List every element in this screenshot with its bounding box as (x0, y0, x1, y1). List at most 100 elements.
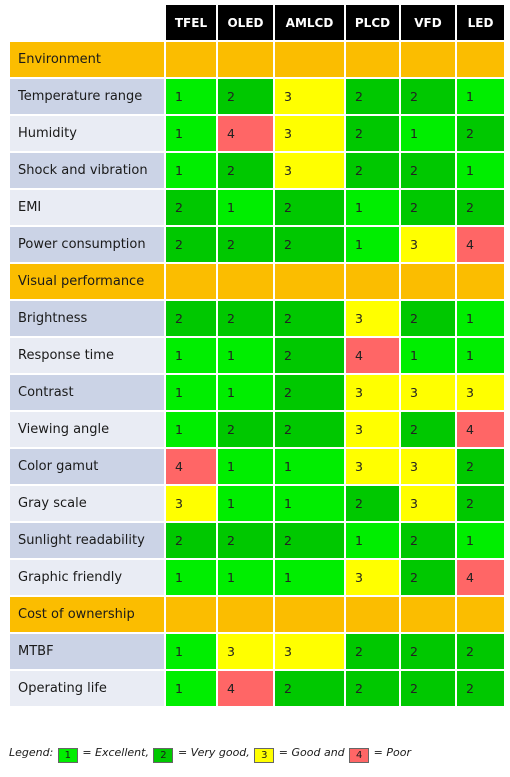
table-row: Brightness 2 2 2 3 2 1 (10, 301, 504, 336)
section-fill-cell (166, 597, 216, 632)
score-cell: 2 (401, 190, 455, 225)
section-fill-cell (457, 42, 504, 77)
score-cell: 3 (275, 153, 344, 188)
score-cell: 2 (401, 634, 455, 669)
table-row: Graphic friendly 1 1 1 3 2 4 (10, 560, 504, 595)
score-cell: 1 (218, 486, 273, 521)
score-cell: 3 (346, 375, 399, 410)
table-row: Viewing angle 1 2 2 3 2 4 (10, 412, 504, 447)
score-cell: 3 (346, 301, 399, 336)
table-row: Gray scale 3 1 1 2 3 2 (10, 486, 504, 521)
score-cell: 2 (166, 523, 216, 558)
column-header-oled: OLED (218, 5, 273, 40)
table-row: MTBF 1 3 3 2 2 2 (10, 634, 504, 669)
score-cell: 1 (166, 153, 216, 188)
legend-label: = Good and (278, 746, 345, 759)
score-cell: 2 (346, 79, 399, 114)
score-cell: 3 (166, 486, 216, 521)
score-cell: 3 (401, 227, 455, 262)
table-row: Humidity 1 4 3 2 1 2 (10, 116, 504, 151)
legend: Legend: 1 = Excellent, 2 = Very good, 3 … (9, 746, 411, 763)
score-cell: 3 (346, 412, 399, 447)
score-cell: 3 (346, 449, 399, 484)
score-cell: 2 (457, 486, 504, 521)
score-cell: 2 (275, 227, 344, 262)
section-fill-cell (401, 42, 455, 77)
score-cell: 2 (457, 671, 504, 706)
header-row: TFEL OLED AMLCD PLCD VFD LED (10, 5, 504, 40)
section-fill-cell (275, 42, 344, 77)
score-cell: 2 (275, 412, 344, 447)
score-cell: 4 (457, 412, 504, 447)
column-header-amlcd: AMLCD (275, 5, 344, 40)
section-label: Cost of ownership (10, 597, 164, 632)
legend-label: = Very good, (177, 746, 250, 759)
score-cell: 2 (346, 671, 399, 706)
score-cell: 1 (218, 338, 273, 373)
row-label: Temperature range (10, 79, 164, 114)
score-cell: 1 (166, 116, 216, 151)
score-cell: 3 (275, 79, 344, 114)
score-cell: 3 (401, 486, 455, 521)
legend-prefix: Legend: (9, 746, 54, 759)
score-cell: 3 (218, 634, 273, 669)
score-cell: 1 (166, 412, 216, 447)
score-cell: 1 (457, 301, 504, 336)
score-cell: 2 (401, 301, 455, 336)
row-label: Operating life (10, 671, 164, 706)
score-cell: 2 (401, 671, 455, 706)
section-label: Environment (10, 42, 164, 77)
score-cell: 3 (401, 449, 455, 484)
score-cell: 2 (401, 523, 455, 558)
score-cell: 3 (346, 560, 399, 595)
score-cell: 1 (275, 486, 344, 521)
column-header-vfd: VFD (401, 5, 455, 40)
score-cell: 1 (401, 116, 455, 151)
section-fill-cell (218, 264, 273, 299)
section-fill-cell (275, 597, 344, 632)
header-corner (10, 5, 164, 40)
legend-swatch: 4 (349, 748, 370, 763)
table-row: Shock and vibration 1 2 3 2 2 1 (10, 153, 504, 188)
score-cell: 1 (275, 560, 344, 595)
row-label: Sunlight readability (10, 523, 164, 558)
section-row: Environment (10, 42, 504, 77)
section-fill-cell (166, 264, 216, 299)
score-cell: 4 (457, 227, 504, 262)
score-cell: 2 (275, 671, 344, 706)
score-cell: 2 (401, 412, 455, 447)
score-cell: 2 (457, 116, 504, 151)
score-cell: 4 (218, 671, 273, 706)
score-cell: 2 (457, 190, 504, 225)
score-cell: 2 (166, 301, 216, 336)
row-label: Viewing angle (10, 412, 164, 447)
section-fill-cell (401, 264, 455, 299)
column-header-tfel: TFEL (166, 5, 216, 40)
score-cell: 2 (457, 449, 504, 484)
section-fill-cell (401, 597, 455, 632)
score-cell: 2 (218, 153, 273, 188)
row-label: Brightness (10, 301, 164, 336)
score-cell: 1 (166, 560, 216, 595)
score-cell: 2 (346, 153, 399, 188)
table-row: Operating life 1 4 2 2 2 2 (10, 671, 504, 706)
score-cell: 1 (166, 634, 216, 669)
section-fill-cell (218, 597, 273, 632)
table-row: Color gamut 4 1 1 3 3 2 (10, 449, 504, 484)
section-row: Cost of ownership (10, 597, 504, 632)
score-cell: 3 (275, 634, 344, 669)
score-cell: 2 (218, 523, 273, 558)
score-cell: 2 (346, 486, 399, 521)
score-cell: 1 (166, 375, 216, 410)
table-row: Sunlight readability 2 2 2 1 2 1 (10, 523, 504, 558)
score-cell: 2 (275, 523, 344, 558)
legend-swatch: 3 (254, 748, 275, 763)
score-cell: 2 (218, 79, 273, 114)
score-cell: 2 (401, 79, 455, 114)
row-label: MTBF (10, 634, 164, 669)
row-label: Power consumption (10, 227, 164, 262)
section-fill-cell (346, 597, 399, 632)
score-cell: 1 (166, 338, 216, 373)
legend-label: = Excellent, (82, 746, 149, 759)
score-cell: 1 (275, 449, 344, 484)
